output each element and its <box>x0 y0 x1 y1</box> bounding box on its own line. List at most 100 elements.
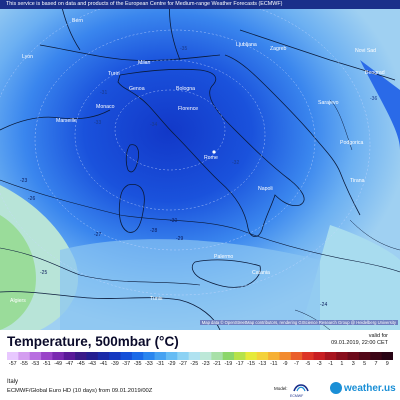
color-scale-tick: -57 <box>8 361 17 367</box>
color-scale-tick: -19 <box>224 361 233 367</box>
city-monaco: Monaco <box>96 104 115 110</box>
color-scale-tick: -3 <box>316 361 322 367</box>
color-scale-tick: -31 <box>156 361 165 367</box>
isotherm-label: -36 <box>370 96 378 102</box>
color-scale-tick: -43 <box>88 361 96 367</box>
mid-band-east <box>360 60 400 150</box>
model-label: Model: <box>274 386 288 391</box>
color-scale-tick: -55 <box>20 361 28 367</box>
ecmwf-banner: This service is based on data and produc… <box>0 0 400 9</box>
isotherm-label: -27 <box>94 232 102 238</box>
region-name: Italy <box>7 379 19 385</box>
sea-outlines <box>294 99 400 330</box>
city-bologna: Bologna <box>176 86 196 92</box>
color-scale-swatch <box>313 352 326 360</box>
city-florence: Florence <box>178 106 199 112</box>
color-scale-tick: -51 <box>42 361 51 367</box>
color-scale-tick: -15 <box>247 361 255 367</box>
isotherm-label: -33 <box>94 120 102 126</box>
city-catania: Catania <box>252 270 270 276</box>
warm-area-southwest-core <box>0 215 36 330</box>
color-scale-swatch <box>29 352 42 360</box>
city-sarajevo: Sarajevo <box>318 100 339 106</box>
color-scale-swatch <box>52 352 65 360</box>
isotherm-lines <box>0 0 371 296</box>
color-scale-swatch <box>154 352 167 360</box>
color-scale-swatch <box>75 352 87 360</box>
color-scale-swatch <box>370 352 383 360</box>
isotherm-lines-solid <box>0 179 400 286</box>
ecmwf-logo-text: ECMWF <box>290 394 304 398</box>
isotherm-label: -25 <box>40 270 48 276</box>
temperature-map <box>0 0 400 330</box>
map-attribution: Map data © OpenStreetMap contributors, r… <box>199 320 398 325</box>
isotherm-label: -23 <box>20 178 28 184</box>
weather-us-brand[interactable]: weather.us <box>344 383 396 394</box>
isotherm-label: -28 <box>150 228 158 234</box>
color-scale-ticks: -57 -55 -53 -51 -49 -47 -45 -43 -41 -39 -37 -35 -33-… <box>7 361 393 369</box>
city-palermo: Palermo <box>214 254 234 260</box>
color-scale-swatch <box>131 352 144 360</box>
color-scale-swatch <box>268 352 280 360</box>
color-scale-swatch <box>222 352 235 360</box>
color-scale-tick: -29 <box>167 361 176 367</box>
city-ljubljana: Ljubljana <box>236 42 257 48</box>
city-napoli: Napoli <box>258 186 273 192</box>
city-beograd: Beograd <box>365 70 385 76</box>
light-band-south <box>60 239 320 330</box>
color-scale-swatch <box>200 352 212 360</box>
weather-us-logo-icon[interactable] <box>330 382 342 394</box>
color-scale-swatch <box>7 352 19 360</box>
color-scale-swatch <box>18 352 31 360</box>
color-scale-tick: -13 <box>258 361 267 367</box>
color-scale-tick: -41 <box>99 361 108 367</box>
color-scale-swatch <box>279 352 292 360</box>
color-scale-tick: -35 <box>133 361 142 367</box>
color-scale-swatch <box>188 352 201 360</box>
color-scale-tick: 9 <box>385 361 389 367</box>
ecmwf-logo-icon <box>293 384 309 392</box>
city-turin: Turin <box>108 71 120 77</box>
rome-marker <box>212 150 216 154</box>
city-genoa: Genoa <box>129 86 145 92</box>
isotherm-label: -29 <box>176 236 184 242</box>
color-scale-tick: -49 <box>54 361 62 367</box>
model-info: ECMWF/Global Euro HD (10 days) from 09.0… <box>7 388 153 394</box>
color-scale-swatch <box>302 352 314 360</box>
isotherm-label: -30 <box>170 218 178 224</box>
city-tirana: Tirana <box>350 178 365 184</box>
isotherm-label: -32 <box>232 160 240 166</box>
color-scale-swatch <box>336 352 348 360</box>
isotherm-label: -24 <box>320 302 328 308</box>
color-scale-tick: -23 <box>201 361 210 367</box>
color-scale-swatch <box>211 352 224 360</box>
city-lyon: Lyon <box>22 54 34 60</box>
color-scale-tick: -53 <box>31 361 40 367</box>
banner-text: This service is based on data and produc… <box>6 1 283 7</box>
city-novi-sad: Novi Sad <box>355 48 377 54</box>
color-scale-tick: -27 <box>179 361 187 367</box>
color-scale-tick: -21 <box>213 361 221 367</box>
color-scale-swatch <box>358 352 371 360</box>
valid-label: valid for <box>368 333 388 339</box>
color-scale-swatch <box>234 352 246 360</box>
isotherm-label: -35 <box>180 46 188 52</box>
color-scale-bar <box>7 352 393 360</box>
city-zagreb: Zagreb <box>270 46 287 52</box>
color-scale-swatch <box>177 352 190 360</box>
color-scale-swatch <box>63 352 76 360</box>
color-scale-tick: -17 <box>235 361 244 367</box>
city-marseille: Marseille <box>56 118 77 124</box>
color-scale-tick: -7 <box>294 361 299 367</box>
city-bern: Bern <box>72 18 83 24</box>
color-scale-tick: -11 <box>270 361 278 367</box>
color-scale-swatch <box>381 352 393 360</box>
color-scale-swatch <box>347 352 360 360</box>
valid-time: 09.01.2019, 22:00 CET <box>331 340 388 346</box>
color-scale-swatch <box>97 352 110 360</box>
color-scale-swatch <box>324 352 337 360</box>
isotherm-label: -26 <box>28 196 36 202</box>
color-scale-tick: -5 <box>305 361 311 367</box>
color-scale-tick: -1 <box>328 361 333 367</box>
color-scale-swatch <box>165 352 178 360</box>
